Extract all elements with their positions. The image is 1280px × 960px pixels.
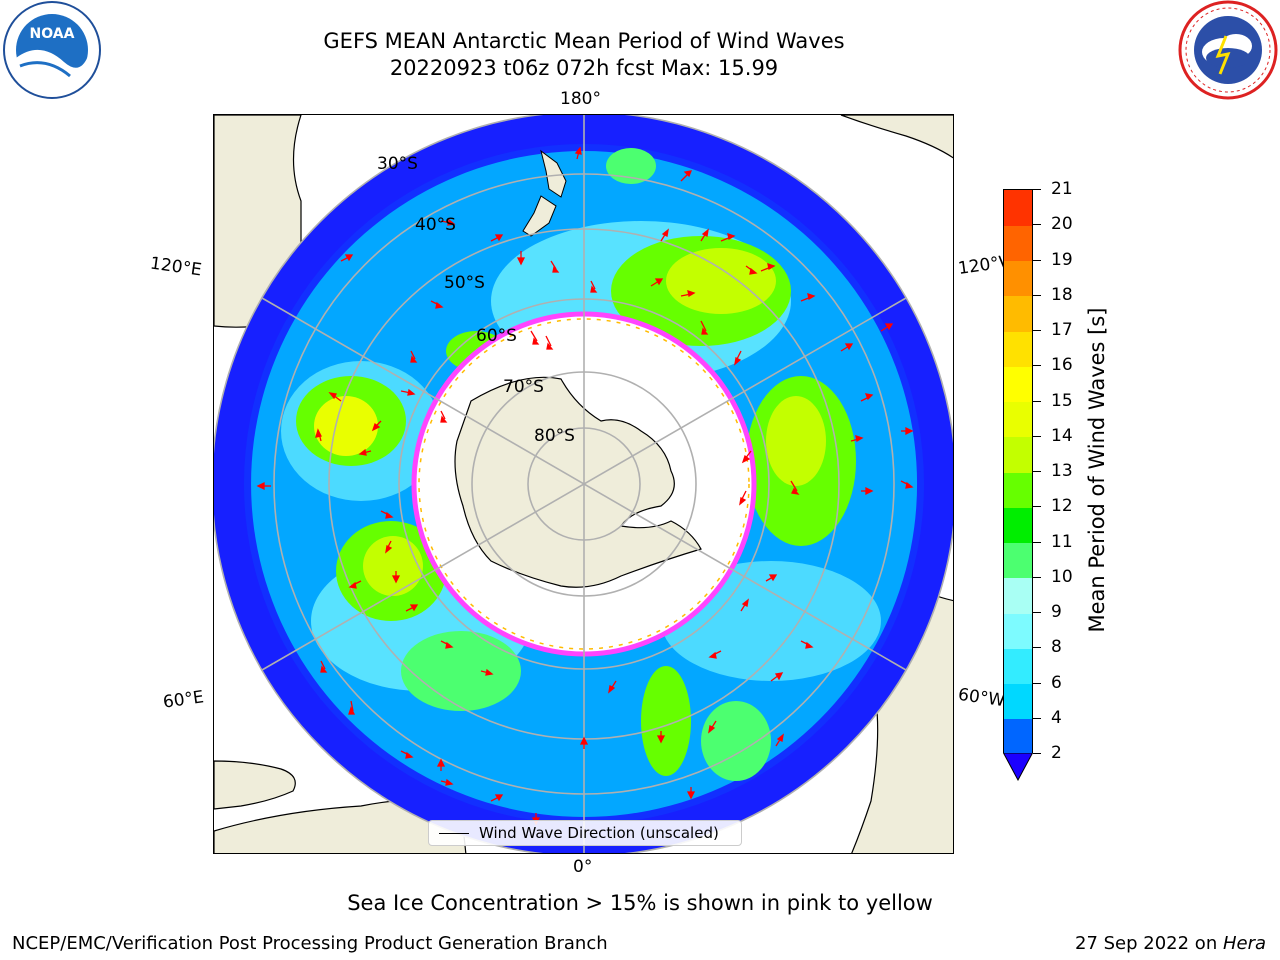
sea-ice-note: Sea Ice Concentration > 15% is shown in …: [347, 891, 933, 915]
map-legend: Wind Wave Direction (unscaled): [428, 820, 742, 846]
colorbar-segment: [1004, 295, 1032, 332]
colorbar-tick: [1033, 471, 1041, 472]
map-panel: 30°S 40°S 50°S 60°S 70°S 80°S Wind Wave …: [213, 114, 954, 854]
colorbar-segment: [1004, 331, 1032, 367]
legend-line-sample: [439, 833, 469, 834]
lat-label-60: 60°S: [476, 326, 517, 346]
colorbar-tick-label: 15: [1051, 390, 1073, 411]
colorbar-tick-label: 20: [1051, 214, 1073, 235]
colorbar-tick-label: 6: [1051, 672, 1062, 693]
lon-label-bottom: 0°: [573, 857, 593, 877]
colorbar-tick: [1033, 612, 1041, 613]
colorbar-tick: [1033, 224, 1041, 226]
footer-credit: NCEP/EMC/Verification Post Processing Pr…: [12, 933, 608, 954]
legend-label: Wind Wave Direction (unscaled): [479, 824, 719, 842]
chart-subtitle-forecast: 20220923 t06z 072h fcst Max: 15.99: [389, 56, 779, 80]
chart-title: GEFS MEAN Antarctic Mean Period of Wind …: [323, 29, 845, 53]
colorbar-tick-label: 18: [1051, 284, 1073, 305]
colorbar-tick-label: 19: [1051, 249, 1073, 270]
colorbar-tick: [1033, 365, 1041, 367]
colorbar-tick-label: 13: [1051, 461, 1073, 481]
colorbar-tick: [1033, 330, 1041, 331]
colorbar-tick-label: 4: [1051, 707, 1062, 728]
colorbar-tick-label: 12: [1051, 496, 1073, 517]
lon-label-left-lower: 60°E: [161, 687, 206, 713]
colorbar-segment: [1004, 366, 1032, 402]
colorbar-segment: [1004, 507, 1032, 543]
lat-label-50: 50°S: [444, 273, 485, 293]
noaa-logo: NOAA: [3, 1, 101, 99]
colorbar-segment: [1004, 718, 1032, 755]
footer-machine: Hera: [1222, 933, 1266, 954]
colorbar-segment: [1004, 401, 1032, 438]
colorbar: [1003, 189, 1033, 755]
colorbar-tick-label: 11: [1051, 531, 1073, 552]
colorbar-tick-label: 21: [1051, 179, 1073, 199]
colorbar-tick-label: 2: [1051, 743, 1062, 763]
colorbar-tick: [1033, 647, 1041, 649]
wind-wave-arrows: [256, 146, 914, 826]
colorbar-tick-label: 8: [1051, 637, 1062, 658]
colorbar-tick: [1033, 189, 1041, 190]
lat-label-30: 30°S: [377, 154, 418, 174]
colorbar-tick: [1033, 717, 1041, 719]
lon-label-top: 180°: [560, 89, 601, 109]
colorbar-tick-label: 16: [1051, 355, 1073, 376]
colorbar-segment: [1004, 577, 1032, 614]
land-interior: [522, 149, 567, 237]
colorbar-segment: [1004, 613, 1032, 649]
colorbar-segment: [1004, 472, 1032, 508]
colorbar-tick-label: 17: [1051, 320, 1073, 340]
lat-label-80: 80°S: [534, 426, 575, 446]
colorbar-label: Mean Period of Wind Waves [s]: [1085, 307, 1109, 633]
polar-map: 30°S 40°S 50°S 60°S 70°S 80°S: [214, 115, 953, 853]
colorbar-tick-label: 10: [1051, 566, 1073, 587]
colorbar-tick-label: 14: [1051, 425, 1073, 446]
colorbar-segment: [1004, 648, 1032, 684]
colorbar-segment: [1004, 260, 1032, 297]
colorbar-tick: [1033, 294, 1041, 296]
colorbar-tick-label: 9: [1051, 602, 1062, 622]
footer-date-text: 27 Sep 2022 on: [1075, 933, 1223, 954]
footer-date: 27 Sep 2022 on Hera: [1075, 933, 1266, 954]
colorbar-tick: [1033, 541, 1041, 543]
colorbar-underflow-extension: [1003, 753, 1033, 781]
colorbar-segment: [1004, 683, 1032, 720]
colorbar-tick: [1033, 506, 1041, 508]
lat-label-40: 40°S: [415, 215, 456, 235]
svg-text:NOAA: NOAA: [30, 26, 75, 42]
colorbar-segment: [1004, 542, 1032, 579]
colorbar-tick: [1033, 435, 1041, 437]
colorbar-tick: [1033, 576, 1041, 578]
colorbar-segment: [1004, 436, 1032, 473]
lat-label-70: 70°S: [503, 377, 544, 397]
nws-logo: [1178, 0, 1278, 100]
lon-label-right-lower: 60°W: [956, 684, 1007, 712]
latitude-labels: 30°S 40°S 50°S 60°S 70°S 80°S: [377, 154, 575, 446]
lon-label-left-upper: 120°E: [148, 253, 203, 281]
colorbar-tick: [1033, 682, 1041, 684]
colorbar-tick: [1033, 400, 1041, 402]
colorbar-segment: [1004, 190, 1032, 226]
colorbar-tick: [1033, 259, 1041, 261]
colorbar-segment: [1004, 225, 1032, 261]
colorbar-tick: [1033, 753, 1041, 754]
